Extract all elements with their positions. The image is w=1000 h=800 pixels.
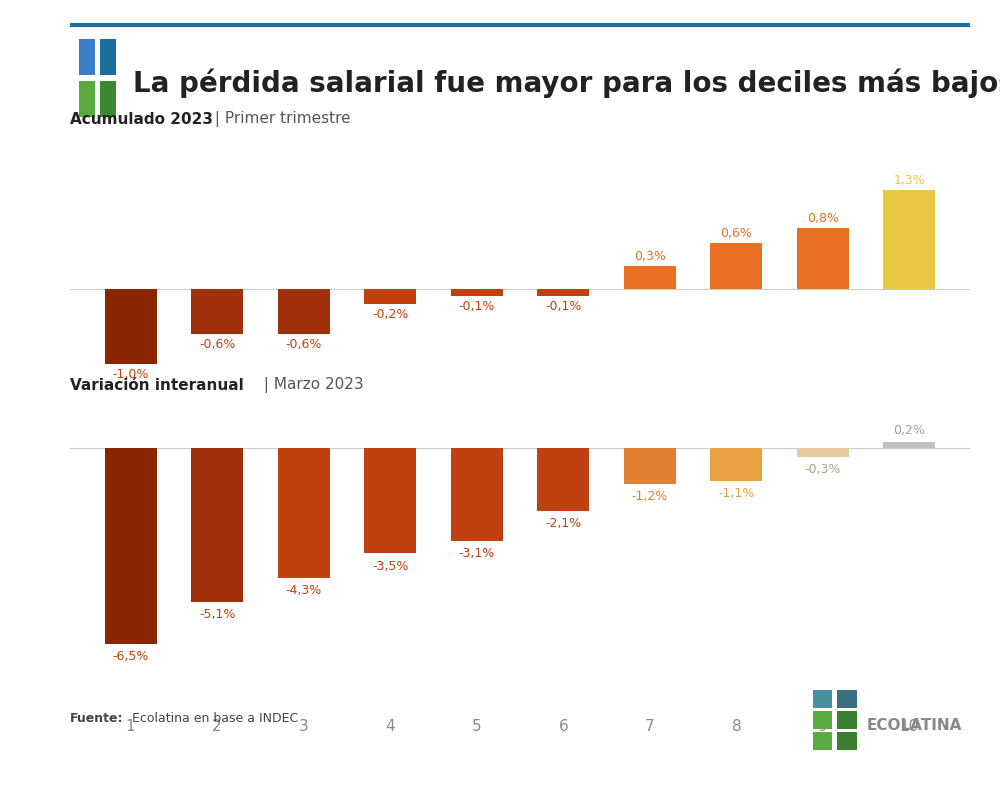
Text: Acumulado 2023: Acumulado 2023 bbox=[70, 112, 213, 127]
Text: -1,1%: -1,1% bbox=[718, 487, 754, 500]
Bar bbox=[278, 447, 330, 578]
Bar bbox=[364, 289, 416, 304]
Bar bbox=[537, 447, 589, 511]
Text: -0,6%: -0,6% bbox=[199, 338, 235, 351]
Text: -0,1%: -0,1% bbox=[545, 300, 581, 313]
Bar bbox=[105, 447, 157, 644]
Bar bbox=[710, 243, 762, 289]
FancyBboxPatch shape bbox=[837, 732, 857, 750]
Bar bbox=[797, 228, 849, 289]
FancyBboxPatch shape bbox=[79, 81, 95, 117]
FancyBboxPatch shape bbox=[837, 711, 857, 729]
Text: -0,3%: -0,3% bbox=[805, 462, 841, 476]
FancyBboxPatch shape bbox=[79, 38, 95, 75]
FancyBboxPatch shape bbox=[100, 81, 116, 117]
Bar bbox=[451, 447, 503, 542]
FancyBboxPatch shape bbox=[812, 711, 832, 729]
Bar bbox=[883, 442, 935, 447]
Bar bbox=[451, 289, 503, 296]
Text: | Marzo 2023: | Marzo 2023 bbox=[259, 377, 364, 393]
Text: Ecolatina en base a INDEC: Ecolatina en base a INDEC bbox=[128, 713, 299, 726]
Text: 0,2%: 0,2% bbox=[893, 424, 925, 437]
Text: -6,5%: -6,5% bbox=[112, 650, 149, 663]
Text: -0,1%: -0,1% bbox=[459, 300, 495, 313]
Text: -3,5%: -3,5% bbox=[372, 559, 408, 573]
Bar bbox=[278, 289, 330, 334]
Text: -5,1%: -5,1% bbox=[199, 608, 235, 621]
Text: -0,6%: -0,6% bbox=[285, 338, 322, 351]
Text: 0,3%: 0,3% bbox=[634, 250, 666, 263]
Bar bbox=[710, 447, 762, 481]
Text: 0,6%: 0,6% bbox=[720, 227, 752, 240]
Bar bbox=[883, 190, 935, 289]
Text: Variación interanual: Variación interanual bbox=[70, 378, 244, 393]
Text: 1,3%: 1,3% bbox=[894, 174, 925, 187]
Bar bbox=[797, 447, 849, 457]
Text: -1,2%: -1,2% bbox=[632, 490, 668, 503]
Text: -3,1%: -3,1% bbox=[459, 547, 495, 561]
FancyBboxPatch shape bbox=[812, 732, 832, 750]
Bar bbox=[191, 289, 243, 334]
Bar bbox=[191, 447, 243, 602]
Text: | Primer trimestre: | Primer trimestre bbox=[210, 111, 350, 127]
Text: La pérdida salarial fue mayor para los deciles más bajos: La pérdida salarial fue mayor para los d… bbox=[133, 68, 1000, 98]
Bar bbox=[537, 289, 589, 296]
FancyBboxPatch shape bbox=[70, 23, 970, 27]
Bar bbox=[624, 447, 676, 484]
Text: ECOLATINA: ECOLATINA bbox=[866, 718, 962, 734]
Text: Fuente:: Fuente: bbox=[70, 713, 124, 726]
Text: -0,2%: -0,2% bbox=[372, 308, 408, 321]
Bar bbox=[624, 266, 676, 289]
Text: -2,1%: -2,1% bbox=[545, 517, 581, 530]
Bar bbox=[364, 447, 416, 554]
Text: -4,3%: -4,3% bbox=[286, 584, 322, 597]
FancyBboxPatch shape bbox=[100, 38, 116, 75]
Text: -1,0%: -1,0% bbox=[112, 368, 149, 381]
FancyBboxPatch shape bbox=[812, 690, 832, 708]
Bar bbox=[105, 289, 157, 364]
FancyBboxPatch shape bbox=[837, 690, 857, 708]
Text: 0,8%: 0,8% bbox=[807, 212, 839, 225]
